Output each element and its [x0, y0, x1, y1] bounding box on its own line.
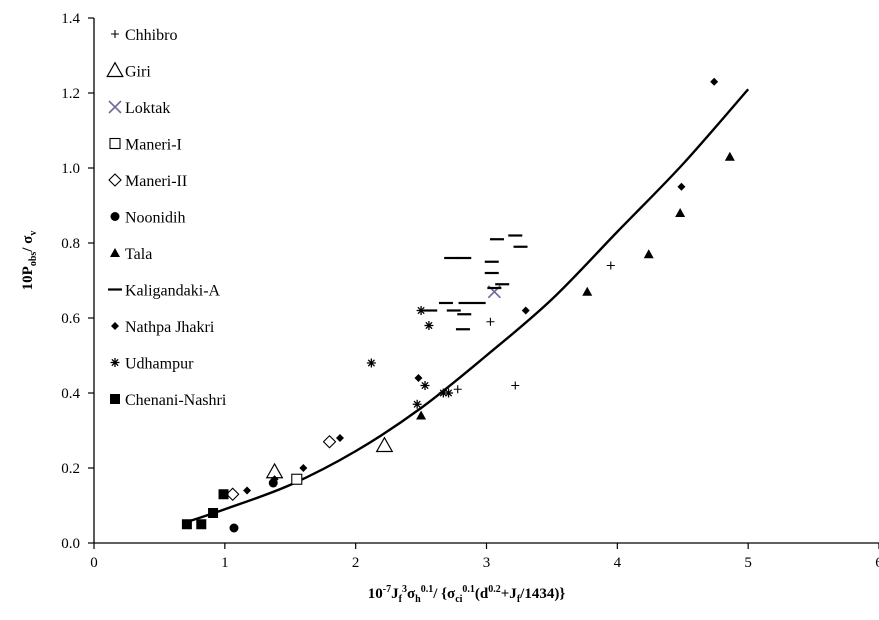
data-point — [416, 410, 427, 420]
data-point — [416, 306, 426, 315]
y-axis-title: 10Pobs/ σv — [20, 231, 39, 291]
legend-item: Maneri-I — [109, 137, 182, 154]
data-point — [710, 77, 719, 86]
legend: Chhibro Giri Loktak Maneri-I Maneri-II Noonid… — [106, 27, 227, 409]
data-point — [181, 519, 192, 530]
data-point — [196, 519, 207, 530]
data-point — [335, 434, 344, 442]
data-point — [218, 489, 229, 500]
legend-item: Chenani-Nashri — [110, 392, 227, 409]
legend-item: Udhampur — [110, 356, 194, 373]
data-point — [424, 321, 434, 330]
legend-item: Chhibro — [111, 27, 177, 44]
fit-curve-layer — [185, 88, 750, 524]
x-tick-label: 1 — [221, 555, 229, 571]
legend-marker — [110, 248, 120, 257]
series-chhibro — [453, 261, 615, 394]
x-tick-label: 0 — [90, 555, 98, 571]
fit-curve — [185, 88, 750, 524]
y-tick-label: 1.2 — [61, 86, 80, 102]
data-point — [412, 399, 422, 409]
y-tick-label: 1.0 — [61, 161, 80, 177]
series-maneri-i — [291, 473, 303, 485]
data-point — [375, 436, 394, 453]
data-point — [414, 374, 423, 382]
y-tick-label: 0.4 — [61, 386, 80, 402]
data-point — [606, 261, 615, 270]
data-point — [675, 208, 686, 217]
data-point — [291, 473, 303, 485]
series-nathpa-jhakri — [243, 77, 719, 495]
data-point — [229, 523, 239, 533]
legend-label: Maneri-II — [125, 173, 187, 190]
data-point — [420, 381, 430, 390]
y-tick-label: 0.2 — [61, 461, 80, 477]
series-udhampur — [366, 306, 454, 409]
legend-item: Nathpa Jhakri — [111, 319, 215, 336]
data-point — [243, 486, 252, 495]
data-point — [225, 487, 240, 502]
legend-marker — [108, 100, 122, 114]
legend-label: Noonidih — [125, 210, 185, 227]
data-point — [521, 306, 530, 315]
y-tick-label: 0.8 — [61, 236, 80, 252]
legend-label: Nathpa Jhakri — [125, 319, 215, 336]
legend-marker — [110, 394, 120, 404]
x-axis-title: 10-7Jf3σh0.1/ {σci0.1(d0.2+Jf/1434)} — [368, 584, 566, 605]
data-point — [366, 358, 376, 368]
data-point — [511, 381, 520, 390]
data-point — [582, 286, 593, 296]
legend-marker — [110, 358, 120, 367]
legend-label: Chenani-Nashri — [125, 392, 227, 409]
legend-marker — [110, 212, 120, 221]
legend-marker — [111, 322, 119, 330]
legend-item: Noonidih — [110, 210, 185, 227]
legend-label: Kaligandaki-A — [125, 283, 221, 300]
series-tala — [416, 151, 735, 420]
data-point — [486, 317, 495, 326]
series-maneri-ii — [225, 434, 337, 502]
x-tick-label: 3 — [483, 555, 491, 571]
legend-label: Maneri-I — [125, 137, 182, 154]
legend-marker — [106, 61, 124, 78]
data-point — [677, 182, 686, 191]
legend-label: Giri — [125, 64, 151, 81]
legend-item: Tala — [110, 246, 152, 263]
legend-marker — [108, 173, 122, 187]
y-tick-label: 1.4 — [61, 11, 80, 27]
data-point — [299, 464, 308, 472]
y-tick-label: 0.0 — [61, 536, 80, 552]
legend-item: Maneri-II — [108, 173, 187, 190]
x-tick-label: 2 — [352, 555, 360, 571]
data-point — [444, 388, 454, 398]
legend-item: Giri — [106, 61, 151, 81]
axes: 0 1 2 3 4 5 6 0.0 0.2 0.4 0.6 0.8 1.0 1.2 1.4 — [61, 11, 879, 571]
data-point — [438, 388, 448, 398]
x-tick-label: 4 — [614, 555, 622, 571]
legend-label: Tala — [125, 246, 152, 263]
data-points-layer — [181, 77, 735, 533]
y-tick-label: 0.6 — [61, 311, 80, 327]
x-tick-label: 5 — [744, 555, 752, 571]
x-tick-label: 6 — [875, 555, 879, 571]
data-point — [270, 475, 279, 484]
data-point — [724, 151, 735, 161]
series-chenani-nashri — [181, 489, 229, 530]
data-point — [643, 249, 654, 259]
legend-label: Loktak — [125, 100, 170, 117]
legend-marker — [109, 137, 121, 150]
data-point — [322, 434, 337, 449]
legend-item: Loktak — [108, 100, 170, 117]
series-kaligandaki-a — [423, 234, 528, 331]
legend-marker — [111, 30, 119, 38]
data-point — [208, 508, 219, 518]
data-point — [453, 385, 462, 394]
legend-item: Kaligandaki-A — [108, 283, 221, 300]
legend-label: Chhibro — [125, 27, 177, 44]
legend-label: Udhampur — [125, 356, 194, 373]
